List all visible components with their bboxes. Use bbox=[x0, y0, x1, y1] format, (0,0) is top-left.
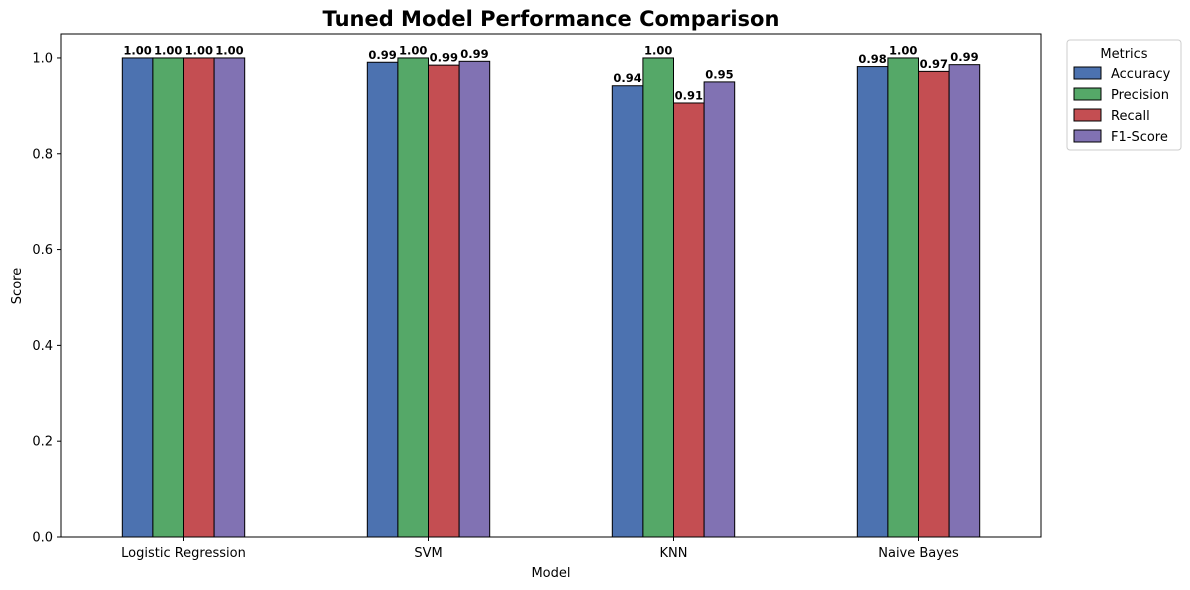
y-tick-label: 1.0 bbox=[32, 51, 53, 66]
bar-recall bbox=[673, 102, 705, 538]
bar-f1-score bbox=[703, 81, 736, 538]
data-label: 1.00 bbox=[889, 43, 917, 57]
bar-recall bbox=[183, 57, 215, 538]
data-label: 0.99 bbox=[368, 48, 396, 62]
bar-recall bbox=[918, 70, 950, 538]
legend-entry: Recall bbox=[1111, 109, 1150, 124]
data-label: 0.99 bbox=[430, 51, 458, 65]
data-label: 1.00 bbox=[399, 43, 427, 57]
legend-entry: Accuracy bbox=[1111, 67, 1171, 82]
legend-swatch bbox=[1073, 66, 1102, 80]
y-tick-label: 0.6 bbox=[32, 243, 53, 258]
y-tick-label: 0.8 bbox=[32, 147, 53, 162]
plot-area bbox=[60, 33, 1042, 538]
data-label: 0.99 bbox=[950, 50, 978, 64]
data-label: 0.97 bbox=[920, 57, 948, 71]
data-label: 1.00 bbox=[154, 43, 182, 57]
data-label: 1.00 bbox=[215, 43, 243, 57]
data-label: 0.94 bbox=[613, 71, 641, 85]
legend: Metrics Accuracy Precision Recall F1-Score bbox=[1066, 39, 1182, 151]
bar-precision bbox=[397, 57, 429, 538]
y-axis-label: Score bbox=[10, 268, 25, 304]
data-label: 1.00 bbox=[123, 43, 151, 57]
bar-accuracy bbox=[121, 57, 154, 538]
data-label: 0.91 bbox=[675, 88, 703, 102]
bar-f1-score bbox=[213, 57, 246, 538]
y-tick-label: 0.0 bbox=[32, 531, 53, 546]
x-axis: Logistic Regression SVM KNN Naive Bayes bbox=[121, 537, 959, 561]
legend-entry: F1-Score bbox=[1111, 130, 1168, 145]
bar-accuracy bbox=[366, 61, 399, 538]
data-label: 0.95 bbox=[705, 67, 733, 81]
plot-frame bbox=[60, 33, 1042, 538]
legend-swatch bbox=[1073, 108, 1102, 122]
bars-group bbox=[121, 57, 981, 538]
bar-f1-score bbox=[948, 64, 981, 538]
chart-title: Tuned Model Performance Comparison bbox=[323, 7, 780, 31]
bar-recall bbox=[428, 64, 460, 538]
legend-swatch bbox=[1073, 129, 1102, 143]
bar-accuracy bbox=[856, 66, 889, 538]
bar-precision bbox=[152, 57, 184, 538]
bar-accuracy bbox=[611, 85, 644, 538]
x-tick-label: Logistic Regression bbox=[121, 546, 246, 561]
data-label: 1.00 bbox=[644, 43, 672, 57]
y-tick-label: 0.4 bbox=[32, 339, 53, 354]
data-label: 1.00 bbox=[185, 43, 213, 57]
legend-entry: Precision bbox=[1111, 88, 1169, 103]
bar-precision bbox=[642, 57, 675, 538]
x-tick-label: Naive Bayes bbox=[878, 546, 959, 561]
y-tick-label: 0.2 bbox=[32, 435, 53, 450]
data-labels-group: 1.00 1.00 1.00 1.00 0.99 1.000.99 0.990.941.00… bbox=[123, 43, 978, 102]
bar-f1-score bbox=[458, 60, 491, 538]
x-tick-label: SVM bbox=[414, 546, 442, 561]
x-axis-label: Model bbox=[531, 566, 570, 581]
legend-title: Metrics bbox=[1100, 47, 1147, 62]
x-tick-label: KNN bbox=[660, 546, 688, 561]
legend-swatch bbox=[1073, 87, 1102, 101]
y-axis: 0.0 0.2 0.4 0.6 0.8 1.0 bbox=[32, 51, 61, 546]
bar-precision bbox=[887, 57, 920, 538]
data-label: 0.99 bbox=[460, 47, 488, 61]
data-label: 0.98 bbox=[858, 52, 886, 66]
